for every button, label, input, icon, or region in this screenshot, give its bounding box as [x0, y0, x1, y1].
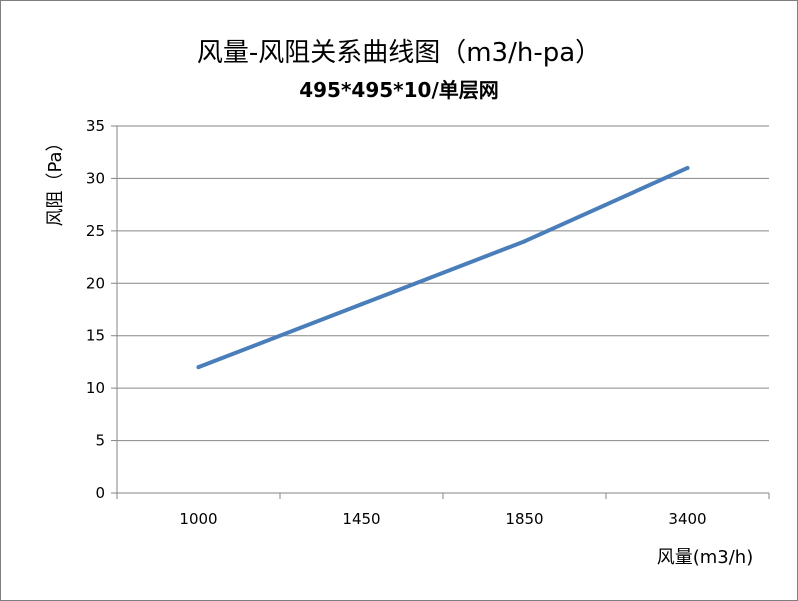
- data-point-1450: [359, 302, 364, 307]
- x-tick-label-3400: 3400: [668, 510, 706, 528]
- series: [196, 165, 690, 370]
- tick-labels: 0 5 10 15 20 25 30 35 1000 1450 1850 3400: [86, 117, 707, 528]
- y-tick-label-0: 0: [95, 484, 105, 502]
- x-tick-label-1000: 1000: [179, 510, 217, 528]
- axes: [111, 125, 770, 499]
- y-tick-label-5: 5: [95, 432, 105, 450]
- y-tick-label-20: 20: [86, 274, 105, 292]
- data-point-3400: [685, 165, 690, 170]
- y-tick-label-35: 35: [86, 117, 105, 135]
- data-point-1000: [196, 365, 201, 370]
- x-tick-label-1850: 1850: [505, 510, 543, 528]
- y-tick-label-25: 25: [86, 222, 105, 240]
- y-tick-label-30: 30: [86, 169, 105, 187]
- x-tick-label-1450: 1450: [342, 510, 380, 528]
- x-axis-title: 风量(m3/h): [656, 547, 754, 568]
- series-line-0: [196, 165, 690, 370]
- chart-subtitle: 495*495*10/单层网: [299, 78, 499, 102]
- data-point-1850: [522, 239, 527, 244]
- y-tick-label-10: 10: [86, 379, 105, 397]
- chart-title: 风量-风阻关系曲线图（m3/h-pa）: [196, 38, 602, 68]
- gridlines: [117, 125, 769, 442]
- y-tick-label-15: 15: [86, 327, 105, 345]
